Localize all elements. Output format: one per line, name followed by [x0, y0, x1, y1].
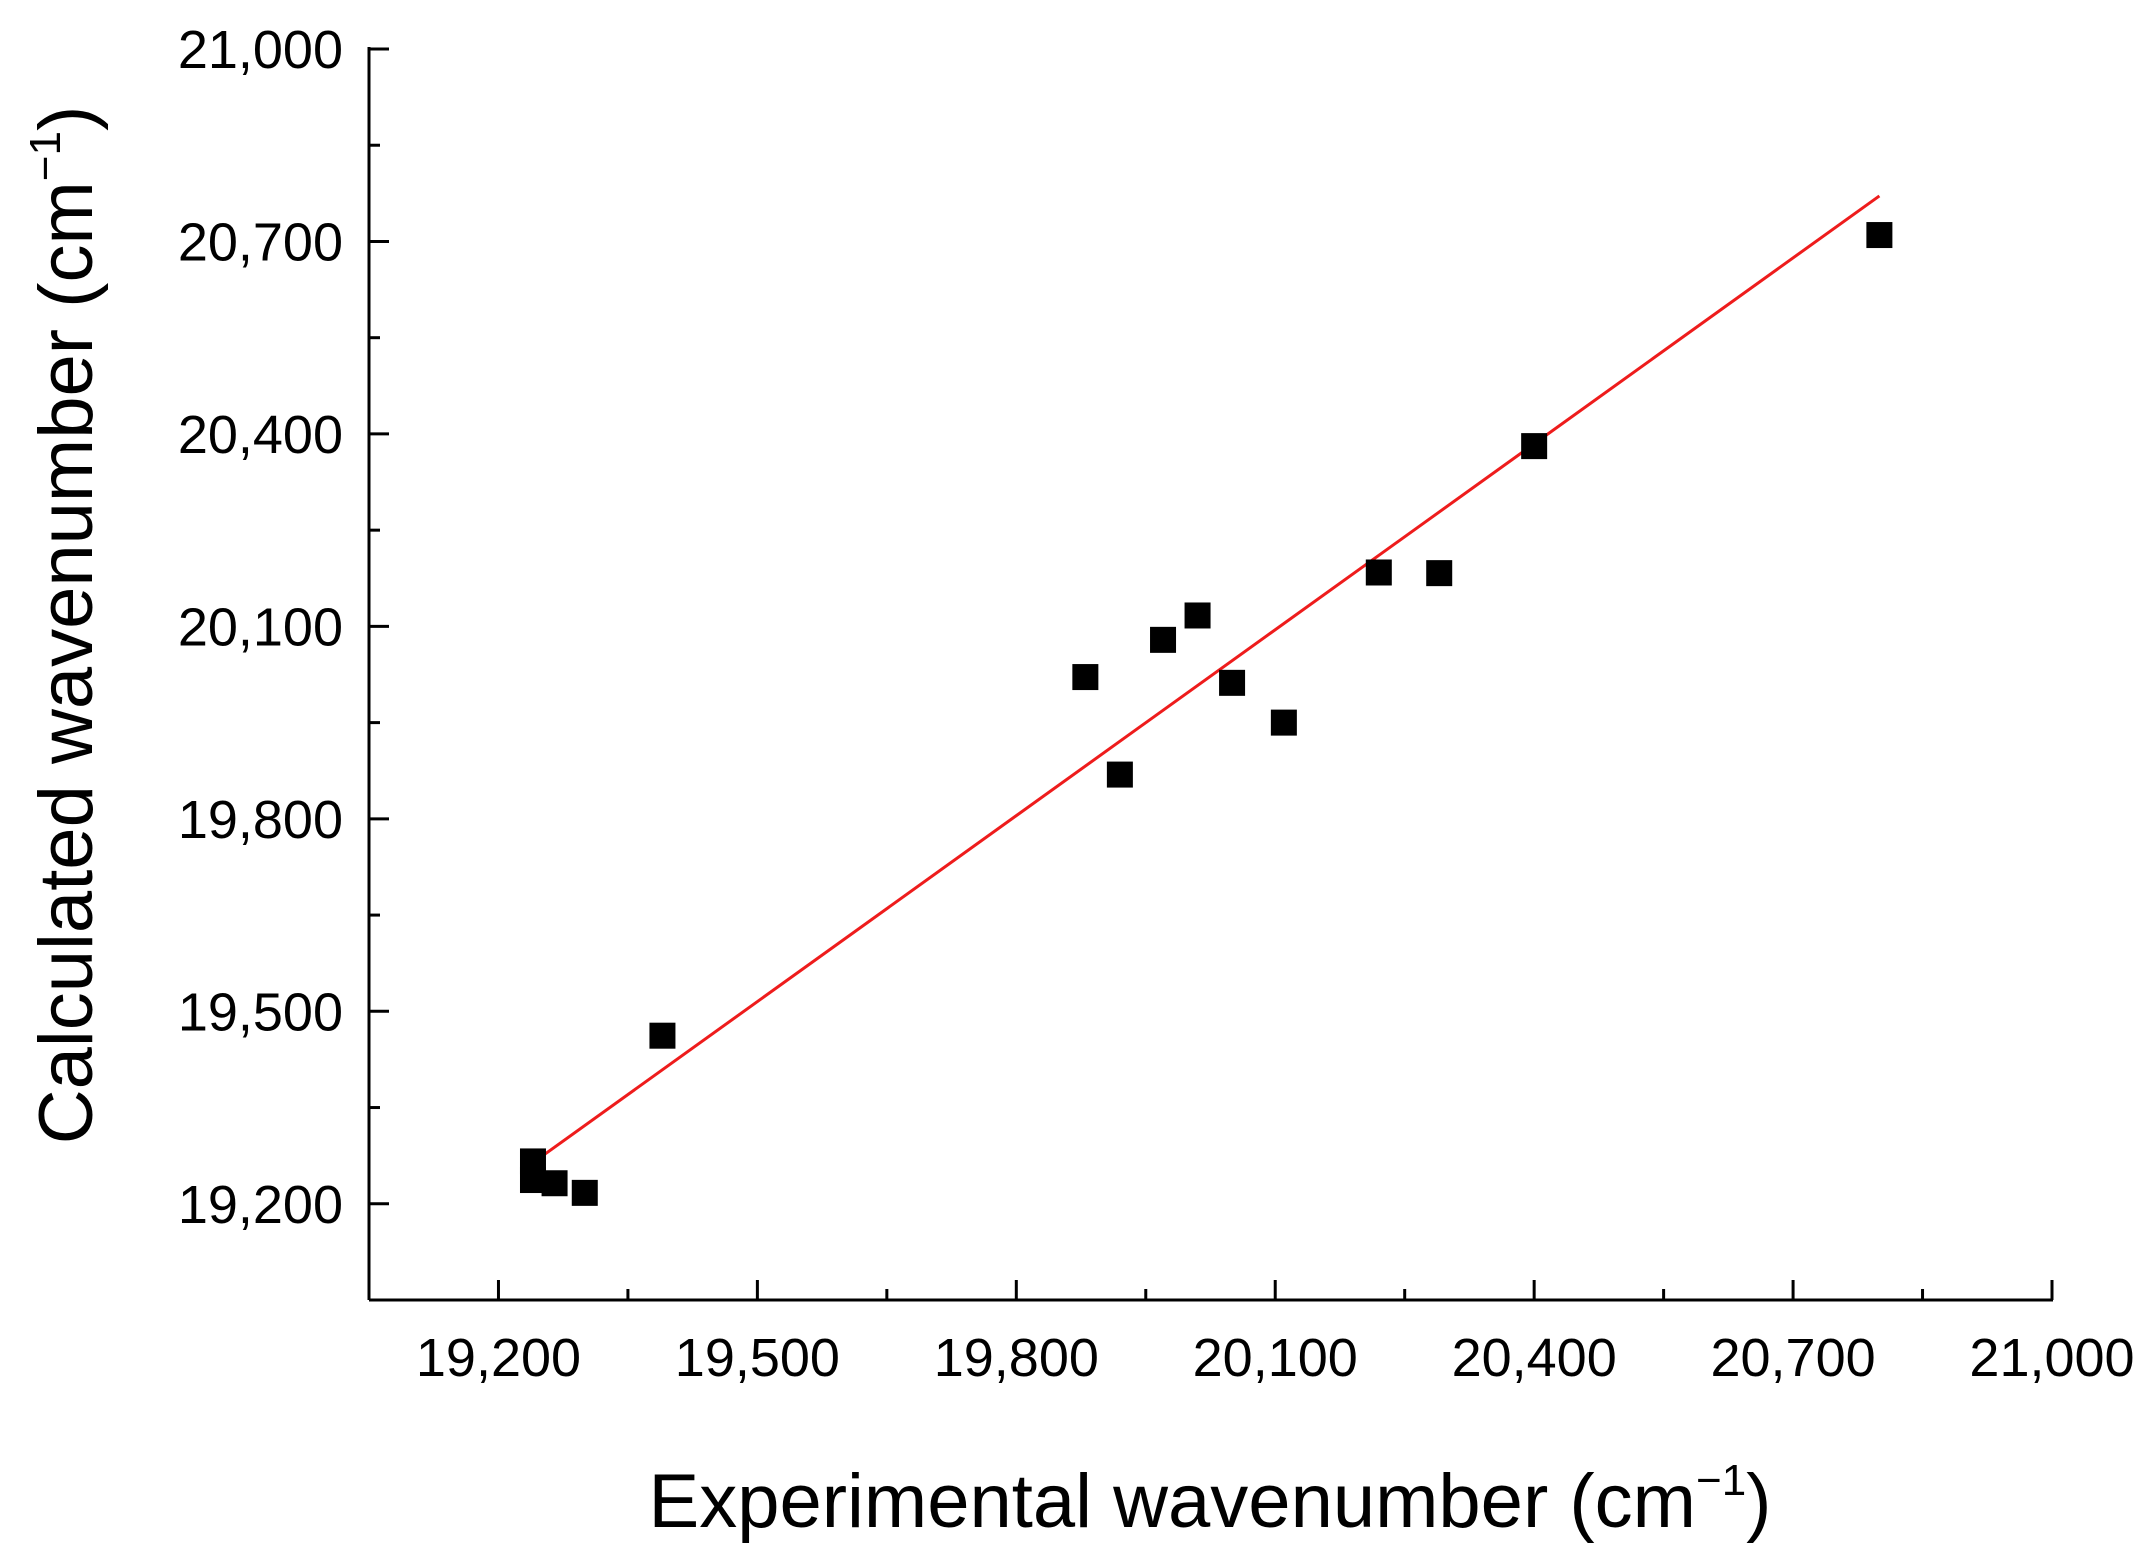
y-tick-label: 20,700 [178, 212, 343, 272]
x-axis-title: Experimental wavenumber (cm−1) [649, 1456, 1772, 1544]
x-tick-label: 20,100 [1193, 1328, 1358, 1388]
x-tick-label: 19,500 [675, 1328, 840, 1388]
y-tick-label: 19,200 [178, 1175, 343, 1235]
data-point [649, 1022, 676, 1049]
points-layer [519, 222, 1893, 1206]
y-tick-label: 20,100 [178, 597, 343, 657]
ticks [367, 47, 2054, 1302]
x-tick-label: 19,800 [934, 1328, 1099, 1388]
x-tick-label: 19,200 [416, 1328, 581, 1388]
data-point [1365, 559, 1392, 586]
y-tick-label: 19,800 [178, 790, 343, 850]
x-tick-label: 21,000 [1969, 1328, 2134, 1388]
data-point [571, 1179, 598, 1206]
data-point [541, 1170, 568, 1197]
data-point [1150, 626, 1177, 653]
y-tick-label: 19,500 [178, 982, 343, 1042]
data-point [1072, 664, 1099, 691]
y-tick-label: 21,000 [178, 20, 343, 80]
axes [367, 47, 2053, 1302]
x-tick-label: 20,400 [1452, 1328, 1617, 1388]
data-point [1219, 669, 1246, 696]
data-point [1184, 602, 1211, 629]
fit-line [532, 194, 1881, 1164]
data-point [1106, 761, 1133, 788]
data-point [1521, 433, 1548, 460]
y-tick-label: 20,400 [178, 405, 343, 465]
data-point [1426, 560, 1453, 587]
y-axis-title: Calculated wavenumber (cm−1) [21, 106, 109, 1145]
tick-labels: 19,200 19,500 19,800 20,100 20,400 20,700 21,0… [178, 20, 2135, 1388]
data-point [1270, 709, 1297, 736]
data-point [1866, 222, 1893, 249]
fit-layer [532, 194, 1881, 1164]
x-tick-label: 20,700 [1710, 1328, 1875, 1388]
